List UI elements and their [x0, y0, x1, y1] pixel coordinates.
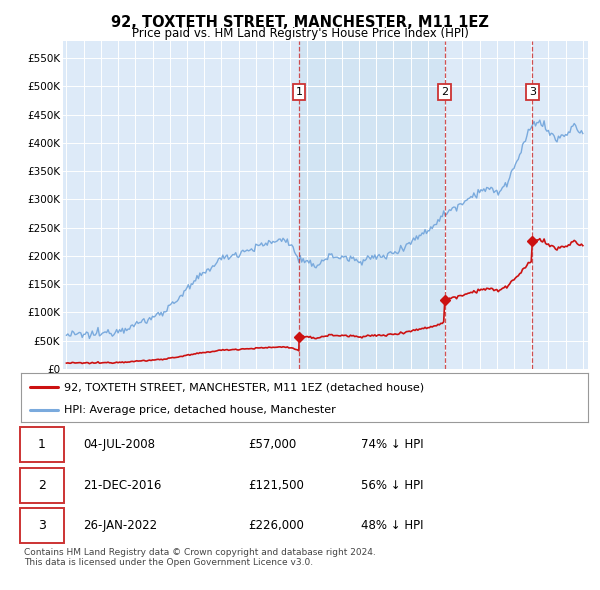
Text: 21-DEC-2016: 21-DEC-2016 [83, 478, 162, 492]
Text: 1: 1 [38, 438, 46, 451]
Text: 26-JAN-2022: 26-JAN-2022 [83, 519, 157, 532]
Text: 3: 3 [38, 519, 46, 532]
Text: 2: 2 [38, 478, 46, 492]
FancyBboxPatch shape [20, 427, 64, 463]
Text: Price paid vs. HM Land Registry's House Price Index (HPI): Price paid vs. HM Land Registry's House … [131, 27, 469, 40]
Text: 92, TOXTETH STREET, MANCHESTER, M11 1EZ: 92, TOXTETH STREET, MANCHESTER, M11 1EZ [111, 15, 489, 30]
Text: 74% ↓ HPI: 74% ↓ HPI [361, 438, 424, 451]
FancyBboxPatch shape [20, 468, 64, 503]
Text: 56% ↓ HPI: 56% ↓ HPI [361, 478, 424, 492]
Text: HPI: Average price, detached house, Manchester: HPI: Average price, detached house, Manc… [64, 405, 335, 415]
Text: £226,000: £226,000 [248, 519, 304, 532]
Text: £57,000: £57,000 [248, 438, 296, 451]
Text: £121,500: £121,500 [248, 478, 304, 492]
Text: 1: 1 [296, 87, 302, 97]
Text: Contains HM Land Registry data © Crown copyright and database right 2024.
This d: Contains HM Land Registry data © Crown c… [24, 548, 376, 567]
Text: 04-JUL-2008: 04-JUL-2008 [83, 438, 155, 451]
FancyBboxPatch shape [20, 508, 64, 543]
Text: 92, TOXTETH STREET, MANCHESTER, M11 1EZ (detached house): 92, TOXTETH STREET, MANCHESTER, M11 1EZ … [64, 382, 424, 392]
Text: 2: 2 [441, 87, 448, 97]
Text: 48% ↓ HPI: 48% ↓ HPI [361, 519, 424, 532]
Text: 3: 3 [529, 87, 536, 97]
Bar [299, 41, 445, 369]
